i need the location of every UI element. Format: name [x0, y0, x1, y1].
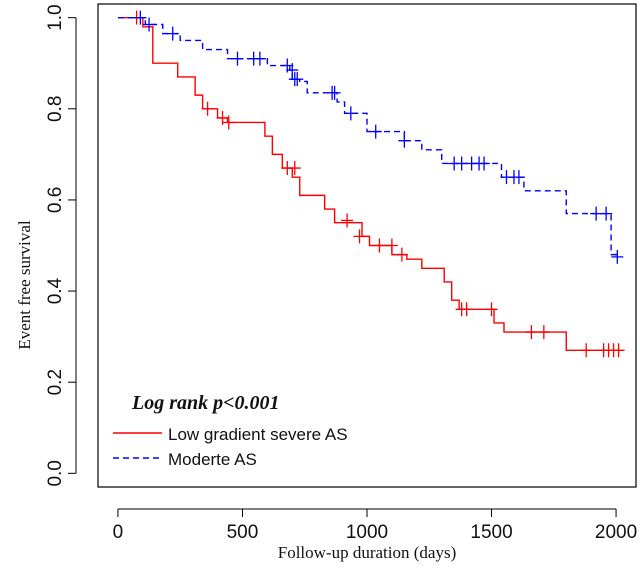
x-axis-title: Follow-up duration (days) — [278, 543, 456, 562]
censor-mark-1 — [134, 10, 147, 25]
censor-mark-0 — [612, 343, 625, 358]
censor-mark-1 — [369, 124, 382, 139]
censor-mark-0 — [216, 110, 229, 125]
series-line-1 — [117, 16, 617, 257]
censor-mark-1 — [478, 156, 491, 171]
y-tick-label: 0.4 — [45, 277, 66, 304]
censor-mark-0 — [537, 325, 550, 340]
censor-mark-0 — [373, 238, 386, 253]
x-tick-label: 2000 — [595, 522, 637, 543]
x-axis: 0 500 1000 1500 2000 — [113, 508, 637, 543]
legend-label-moderate: Moderte AS — [168, 450, 257, 469]
censor-mark-0 — [385, 238, 398, 253]
censor-mark-1 — [286, 63, 299, 78]
y-tick-label: 1.0 — [45, 4, 66, 30]
censor-mark-0 — [580, 343, 593, 358]
x-tick-label: 1000 — [346, 522, 388, 543]
censor-mark-1 — [231, 51, 244, 66]
y-tick-label: 0.6 — [45, 187, 66, 213]
y-tick-label: 0.2 — [45, 369, 66, 395]
censor-mark-0 — [353, 229, 366, 244]
y-axis-title: Event free survival — [15, 220, 34, 350]
x-tick-label: 500 — [227, 522, 259, 543]
log-rank-annotation: Log rank p<0.001 — [131, 392, 280, 414]
x-tick-label: 1500 — [470, 522, 512, 543]
censor-mark-1 — [291, 72, 304, 87]
censor-mark-1 — [166, 26, 179, 41]
censor-mark-1 — [328, 85, 341, 100]
censor-mark-0 — [525, 325, 538, 340]
y-axis: 0.0 0.2 0.4 0.6 0.8 1.0 — [45, 4, 77, 487]
censor-mark-1 — [600, 206, 613, 221]
censor-mark-1 — [143, 17, 156, 32]
censor-mark-1 — [398, 133, 411, 148]
censor-mark-0 — [460, 302, 473, 317]
censor-mark-0 — [485, 302, 498, 317]
series-layer — [117, 10, 625, 358]
legend: Low gradient severe AS Moderte AS — [113, 425, 348, 469]
censor-mark-1 — [512, 170, 525, 185]
plot-frame — [97, 3, 637, 488]
censor-mark-1 — [611, 249, 624, 264]
censor-mark-0 — [395, 247, 408, 262]
censor-mark-0 — [341, 213, 354, 228]
censor-mark-0 — [201, 101, 214, 116]
x-tick-label: 0 — [113, 522, 124, 543]
legend-label-low-gradient: Low gradient severe AS — [168, 425, 348, 444]
censor-mark-0 — [222, 115, 235, 130]
censor-mark-1 — [344, 106, 357, 121]
y-tick-label: 0.0 — [45, 460, 66, 486]
censor-mark-1 — [253, 51, 266, 66]
censor-mark-0 — [288, 161, 301, 176]
series-line-0 — [117, 16, 622, 352]
y-tick-label: 0.8 — [45, 96, 66, 122]
